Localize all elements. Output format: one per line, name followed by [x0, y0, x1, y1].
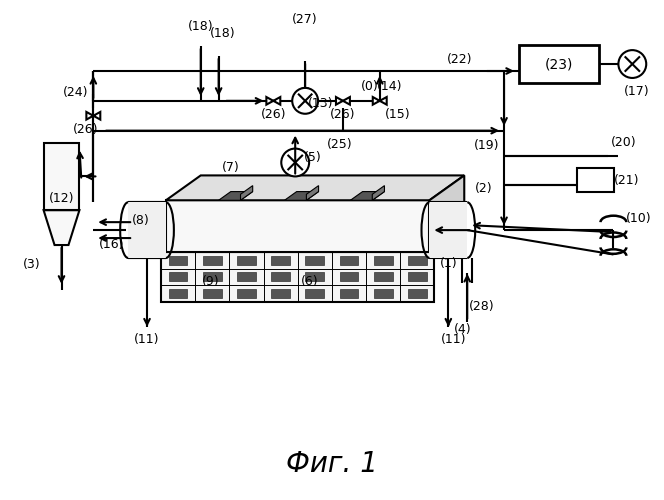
Text: (14): (14): [377, 80, 402, 94]
Text: (17): (17): [623, 86, 649, 98]
Polygon shape: [203, 289, 222, 298]
Text: (22): (22): [446, 52, 472, 66]
Text: (26): (26): [330, 108, 356, 122]
Polygon shape: [166, 176, 464, 201]
Polygon shape: [519, 45, 598, 83]
Text: (11): (11): [134, 333, 160, 346]
Text: (1): (1): [440, 258, 457, 270]
Text: (16): (16): [98, 238, 124, 250]
Text: (15): (15): [385, 108, 410, 122]
Polygon shape: [266, 97, 280, 104]
Polygon shape: [169, 256, 187, 265]
Text: (18): (18): [210, 26, 236, 40]
Polygon shape: [305, 272, 324, 281]
Polygon shape: [339, 272, 359, 281]
Polygon shape: [203, 272, 222, 281]
Polygon shape: [86, 112, 100, 120]
Text: (25): (25): [327, 138, 353, 151]
Polygon shape: [169, 272, 187, 281]
Polygon shape: [128, 202, 166, 258]
Text: (27): (27): [292, 13, 318, 26]
Text: (24): (24): [62, 86, 88, 100]
Polygon shape: [161, 252, 434, 302]
Polygon shape: [408, 289, 427, 298]
Text: (28): (28): [469, 300, 495, 313]
Polygon shape: [374, 256, 392, 265]
Polygon shape: [339, 289, 359, 298]
Text: (7): (7): [222, 161, 240, 174]
Text: (9): (9): [202, 276, 220, 288]
Polygon shape: [430, 176, 464, 252]
Text: (5): (5): [304, 151, 322, 164]
Polygon shape: [373, 186, 384, 200]
Text: (4): (4): [454, 323, 471, 336]
Text: (12): (12): [48, 192, 74, 205]
Text: (6): (6): [301, 276, 319, 288]
Polygon shape: [271, 256, 290, 265]
Text: (8): (8): [132, 214, 150, 226]
Circle shape: [618, 50, 646, 78]
Text: (2): (2): [475, 182, 493, 195]
Polygon shape: [44, 142, 80, 210]
Polygon shape: [237, 289, 256, 298]
Polygon shape: [218, 192, 253, 200]
Polygon shape: [351, 192, 384, 200]
Polygon shape: [336, 97, 350, 104]
Polygon shape: [374, 272, 392, 281]
Text: (23): (23): [544, 57, 573, 71]
Circle shape: [282, 148, 309, 176]
Text: (26): (26): [260, 108, 286, 122]
Text: (10): (10): [625, 212, 651, 224]
Polygon shape: [203, 256, 222, 265]
Polygon shape: [169, 289, 187, 298]
Polygon shape: [240, 186, 253, 200]
Polygon shape: [284, 192, 319, 200]
Polygon shape: [408, 272, 427, 281]
Polygon shape: [166, 200, 430, 252]
Text: (21): (21): [614, 174, 639, 187]
Text: (3): (3): [23, 258, 41, 272]
Polygon shape: [237, 272, 256, 281]
Circle shape: [292, 88, 318, 114]
Text: (11): (11): [441, 333, 466, 346]
Polygon shape: [237, 256, 256, 265]
Text: (26): (26): [72, 123, 98, 136]
Text: (20): (20): [611, 136, 636, 149]
Polygon shape: [306, 186, 319, 200]
Polygon shape: [374, 289, 392, 298]
Polygon shape: [271, 272, 290, 281]
Polygon shape: [373, 97, 386, 104]
Text: (18): (18): [188, 20, 214, 32]
Polygon shape: [305, 289, 324, 298]
Text: (0): (0): [361, 80, 378, 94]
Polygon shape: [44, 210, 80, 245]
Text: (19): (19): [473, 139, 499, 152]
Text: Фиг. 1: Фиг. 1: [286, 450, 378, 478]
Polygon shape: [408, 256, 427, 265]
Polygon shape: [576, 168, 614, 192]
Polygon shape: [305, 256, 324, 265]
Text: (13): (13): [308, 98, 334, 110]
Polygon shape: [430, 202, 467, 258]
Polygon shape: [271, 289, 290, 298]
Polygon shape: [339, 256, 359, 265]
